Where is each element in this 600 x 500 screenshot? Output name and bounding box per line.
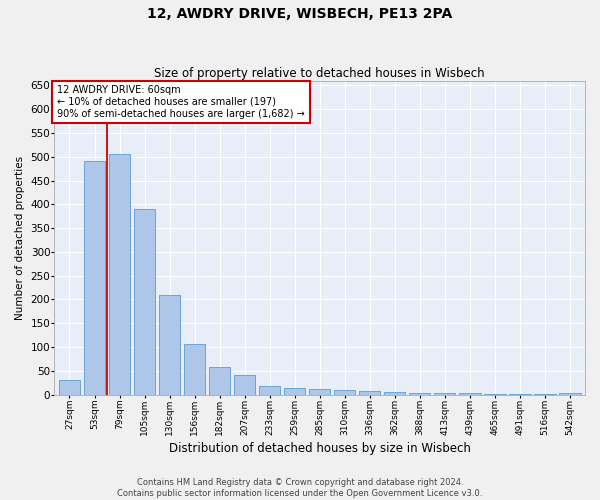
Bar <box>259 386 280 394</box>
Bar <box>209 367 230 394</box>
Bar <box>59 380 80 394</box>
Bar <box>184 344 205 394</box>
Bar <box>309 389 331 394</box>
Bar <box>234 376 255 394</box>
Text: Contains HM Land Registry data © Crown copyright and database right 2024.
Contai: Contains HM Land Registry data © Crown c… <box>118 478 482 498</box>
Bar <box>334 390 355 394</box>
Bar <box>359 390 380 394</box>
Bar <box>559 392 581 394</box>
X-axis label: Distribution of detached houses by size in Wisbech: Distribution of detached houses by size … <box>169 442 470 455</box>
Text: 12 AWDRY DRIVE: 60sqm
← 10% of detached houses are smaller (197)
90% of semi-det: 12 AWDRY DRIVE: 60sqm ← 10% of detached … <box>57 86 305 118</box>
Text: 12, AWDRY DRIVE, WISBECH, PE13 2PA: 12, AWDRY DRIVE, WISBECH, PE13 2PA <box>148 8 452 22</box>
Bar <box>159 294 180 394</box>
Y-axis label: Number of detached properties: Number of detached properties <box>15 156 25 320</box>
Bar <box>134 209 155 394</box>
Bar <box>434 392 455 394</box>
Bar <box>409 392 430 394</box>
Bar <box>109 154 130 394</box>
Bar <box>459 393 481 394</box>
Bar <box>84 160 105 394</box>
Bar <box>384 392 406 394</box>
Title: Size of property relative to detached houses in Wisbech: Size of property relative to detached ho… <box>154 66 485 80</box>
Bar <box>284 388 305 394</box>
